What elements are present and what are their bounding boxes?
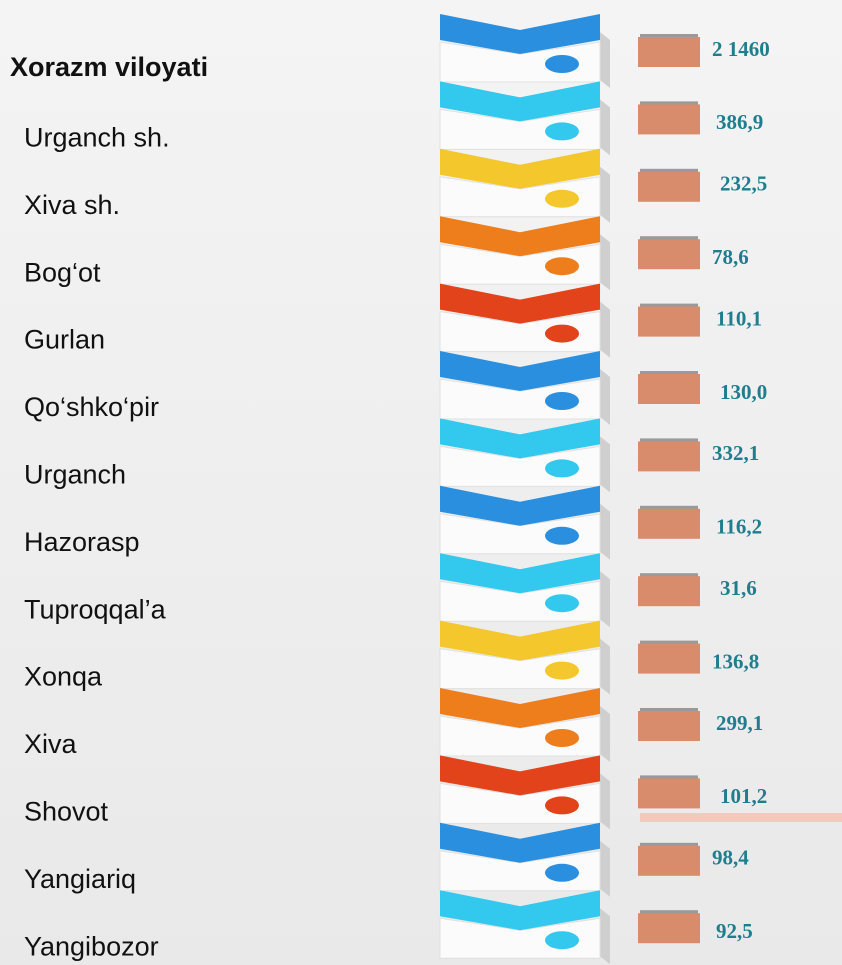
block-side — [600, 302, 610, 358]
bar — [638, 239, 700, 269]
block-side — [600, 571, 610, 627]
block-side — [600, 908, 610, 964]
value: 299,1 — [716, 711, 763, 735]
block-side — [600, 99, 610, 155]
dot — [545, 257, 579, 275]
block-side — [600, 436, 610, 492]
bar — [638, 711, 700, 741]
district-name: Yangibozor — [24, 931, 159, 961]
dot — [545, 662, 579, 680]
district-name: Urganch sh. — [24, 123, 170, 153]
value: 386,9 — [716, 110, 763, 134]
district-name: Bog‘ot — [24, 257, 101, 287]
dot — [545, 527, 579, 545]
dot — [545, 594, 579, 612]
dot — [545, 122, 579, 140]
value: 232,5 — [720, 172, 767, 196]
bar — [638, 441, 700, 471]
block-side — [600, 234, 610, 290]
block-side — [600, 32, 610, 88]
value: 110,1 — [716, 306, 762, 330]
value: 136,8 — [712, 649, 759, 673]
district-name: Xiva — [24, 729, 78, 759]
bar — [638, 913, 700, 943]
value: 332,1 — [712, 441, 759, 465]
dot — [545, 325, 579, 343]
bar — [638, 307, 700, 337]
bar — [638, 576, 700, 606]
block-side — [600, 639, 610, 695]
value: 116,2 — [716, 515, 762, 539]
dot — [545, 796, 579, 814]
value: 31,6 — [720, 576, 757, 600]
block-side — [600, 773, 610, 829]
page: Xorazm viloyati 2 1460 Urganch sh. 386,9 Xiv… — [0, 0, 842, 965]
district-name: Qo‘shko‘pir — [24, 392, 159, 422]
district-name: Shovot — [24, 797, 109, 827]
value: 98,4 — [712, 846, 749, 870]
district-name: Yangiariq — [24, 864, 136, 894]
value: 78,6 — [712, 245, 749, 269]
dot — [545, 392, 579, 410]
value: 101,2 — [720, 784, 767, 808]
dot — [545, 729, 579, 747]
district-name: Hazorasp — [24, 527, 140, 557]
block-side — [600, 504, 610, 560]
bar — [638, 644, 700, 674]
dot — [545, 190, 579, 208]
block-side — [600, 841, 610, 897]
dot — [545, 864, 579, 882]
district-name: Urganch — [24, 460, 126, 490]
dot — [545, 459, 579, 477]
infographic: Xorazm viloyati 2 1460 Urganch sh. 386,9 Xiv… — [0, 0, 842, 965]
value: 130,0 — [720, 380, 767, 404]
district-name: Xonqa — [24, 662, 103, 692]
district-name: Gurlan — [24, 325, 105, 355]
bar — [638, 509, 700, 539]
dot — [545, 55, 579, 73]
bar — [638, 846, 700, 876]
value: 92,5 — [716, 919, 753, 943]
bar — [638, 104, 700, 134]
bar — [638, 778, 700, 808]
value: 2 1460 — [712, 37, 770, 61]
block-side — [600, 369, 610, 425]
block-side — [600, 167, 610, 223]
block-side — [600, 706, 610, 762]
bar — [638, 37, 700, 67]
accent-line — [640, 813, 842, 822]
bar — [638, 374, 700, 404]
district-name: Tuproqqal’a — [24, 594, 167, 624]
district-name: Xiva sh. — [24, 190, 120, 220]
bar — [638, 172, 700, 202]
region-name: Xorazm viloyati — [10, 52, 208, 82]
dot — [545, 931, 579, 949]
